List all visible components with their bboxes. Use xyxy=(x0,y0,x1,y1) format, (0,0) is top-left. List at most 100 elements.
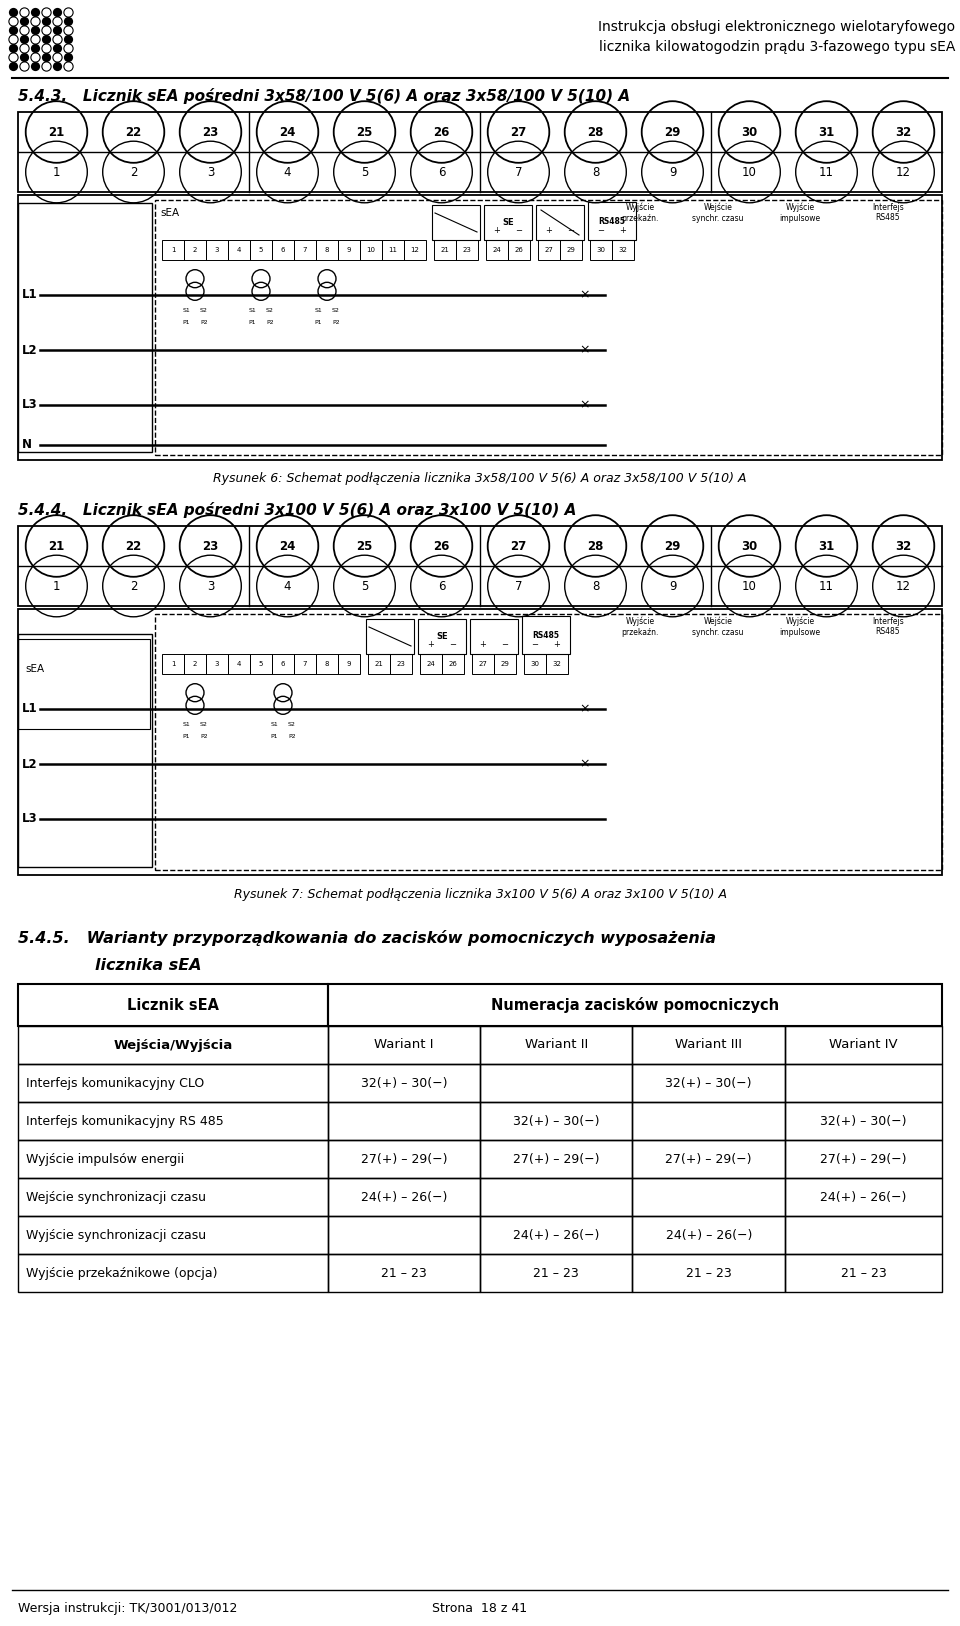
Bar xyxy=(522,616,570,654)
Text: 3: 3 xyxy=(215,247,219,254)
Bar xyxy=(524,654,546,675)
Text: L2: L2 xyxy=(22,758,37,771)
Text: 4: 4 xyxy=(237,247,241,254)
Text: RS485: RS485 xyxy=(533,631,560,639)
Bar xyxy=(184,654,206,675)
Text: 12: 12 xyxy=(896,166,911,179)
Text: 10: 10 xyxy=(367,247,375,254)
Bar xyxy=(480,1140,633,1177)
Circle shape xyxy=(42,16,51,26)
Circle shape xyxy=(64,34,73,44)
Text: Wyjście
przekaźn.: Wyjście przekaźn. xyxy=(621,203,659,223)
Text: Wersja instrukcji: TK/3001/013/012: Wersja instrukcji: TK/3001/013/012 xyxy=(18,1602,237,1615)
Text: 3: 3 xyxy=(215,662,219,667)
Text: 2: 2 xyxy=(193,247,197,254)
Text: 6: 6 xyxy=(438,166,445,179)
Bar xyxy=(420,654,442,675)
Bar xyxy=(785,1254,942,1293)
Text: +: + xyxy=(427,641,435,649)
Bar xyxy=(272,654,294,675)
Text: 5: 5 xyxy=(361,579,369,592)
Text: 29: 29 xyxy=(664,125,681,138)
Text: 24(+) – 26(−): 24(+) – 26(−) xyxy=(665,1229,752,1242)
Bar xyxy=(590,241,612,260)
Bar xyxy=(316,654,338,675)
Text: +: + xyxy=(493,226,500,236)
Text: +: + xyxy=(545,226,552,236)
Text: P2: P2 xyxy=(332,320,340,325)
Bar xyxy=(18,1216,327,1254)
Text: L1: L1 xyxy=(22,702,37,715)
Text: 8: 8 xyxy=(324,662,329,667)
Text: −: − xyxy=(532,641,539,649)
Bar xyxy=(633,1140,785,1177)
Bar xyxy=(294,241,316,260)
Bar xyxy=(366,620,414,654)
Bar xyxy=(480,1177,633,1216)
Bar xyxy=(480,1063,633,1102)
Bar xyxy=(480,1254,633,1293)
Text: P2: P2 xyxy=(288,733,296,738)
Bar xyxy=(785,1102,942,1140)
Text: 26: 26 xyxy=(448,662,457,667)
Text: 5: 5 xyxy=(361,166,369,179)
Bar xyxy=(155,200,942,455)
Text: 23: 23 xyxy=(203,125,219,138)
Bar xyxy=(480,1102,633,1140)
Text: 29: 29 xyxy=(500,662,510,667)
Text: 32: 32 xyxy=(553,662,562,667)
Bar xyxy=(470,620,518,654)
Text: Rysunek 6: Schemat podłączenia licznika 3x58/100 V 5(6) A oraz 3x58/100 V 5(10) : Rysunek 6: Schemat podłączenia licznika … xyxy=(213,472,747,485)
Bar xyxy=(785,1140,942,1177)
Bar xyxy=(316,241,338,260)
Bar xyxy=(633,1063,785,1102)
Text: 30: 30 xyxy=(741,540,757,553)
Text: 21: 21 xyxy=(48,125,64,138)
Bar xyxy=(472,654,494,675)
Bar xyxy=(162,654,184,675)
Text: SE: SE xyxy=(436,633,447,641)
Text: P2: P2 xyxy=(200,733,207,738)
Bar xyxy=(432,205,480,241)
Bar xyxy=(390,654,412,675)
Text: 7: 7 xyxy=(302,247,307,254)
Circle shape xyxy=(53,26,62,36)
Bar xyxy=(434,241,456,260)
Text: 27: 27 xyxy=(544,247,553,254)
Text: 3: 3 xyxy=(206,579,214,592)
Bar xyxy=(327,1140,480,1177)
Circle shape xyxy=(20,54,29,62)
Circle shape xyxy=(31,8,40,18)
Text: ×: × xyxy=(580,288,590,301)
Circle shape xyxy=(20,34,29,44)
Text: S1: S1 xyxy=(271,722,278,727)
Text: P1: P1 xyxy=(182,733,190,738)
Text: S2: S2 xyxy=(266,307,274,312)
Text: 21 – 23: 21 – 23 xyxy=(841,1267,886,1280)
Circle shape xyxy=(31,62,40,72)
Text: 24: 24 xyxy=(279,125,296,138)
Text: 25: 25 xyxy=(356,540,372,553)
Text: Wejście
synchr. czasu: Wejście synchr. czasu xyxy=(692,203,744,223)
Text: RS485: RS485 xyxy=(598,216,626,226)
Circle shape xyxy=(20,16,29,26)
Text: 1: 1 xyxy=(171,662,176,667)
Bar xyxy=(327,1177,480,1216)
Text: S1: S1 xyxy=(182,722,190,727)
Text: 9: 9 xyxy=(347,662,351,667)
Bar xyxy=(480,1216,633,1254)
Text: 26: 26 xyxy=(433,125,449,138)
Bar xyxy=(18,525,942,606)
Text: 22: 22 xyxy=(126,125,142,138)
Text: Wejścia/Wyjścia: Wejścia/Wyjścia xyxy=(113,1039,232,1052)
Bar xyxy=(18,1063,327,1102)
Bar xyxy=(338,241,360,260)
Bar xyxy=(612,241,634,260)
Text: Wyjście przekaźnikowe (opcja): Wyjście przekaźnikowe (opcja) xyxy=(26,1267,218,1280)
Text: 5.4.5.   Warianty przyporządkowania do zacisków pomocniczych wyposażenia: 5.4.5. Warianty przyporządkowania do zac… xyxy=(18,930,716,946)
Text: Interfejs komunikacyjny RS 485: Interfejs komunikacyjny RS 485 xyxy=(26,1114,224,1127)
Text: 12: 12 xyxy=(411,247,420,254)
Text: Wejście
synchr. czasu: Wejście synchr. czasu xyxy=(692,616,744,637)
Text: 27(+) – 29(−): 27(+) – 29(−) xyxy=(665,1153,752,1166)
Text: 4: 4 xyxy=(284,166,291,179)
